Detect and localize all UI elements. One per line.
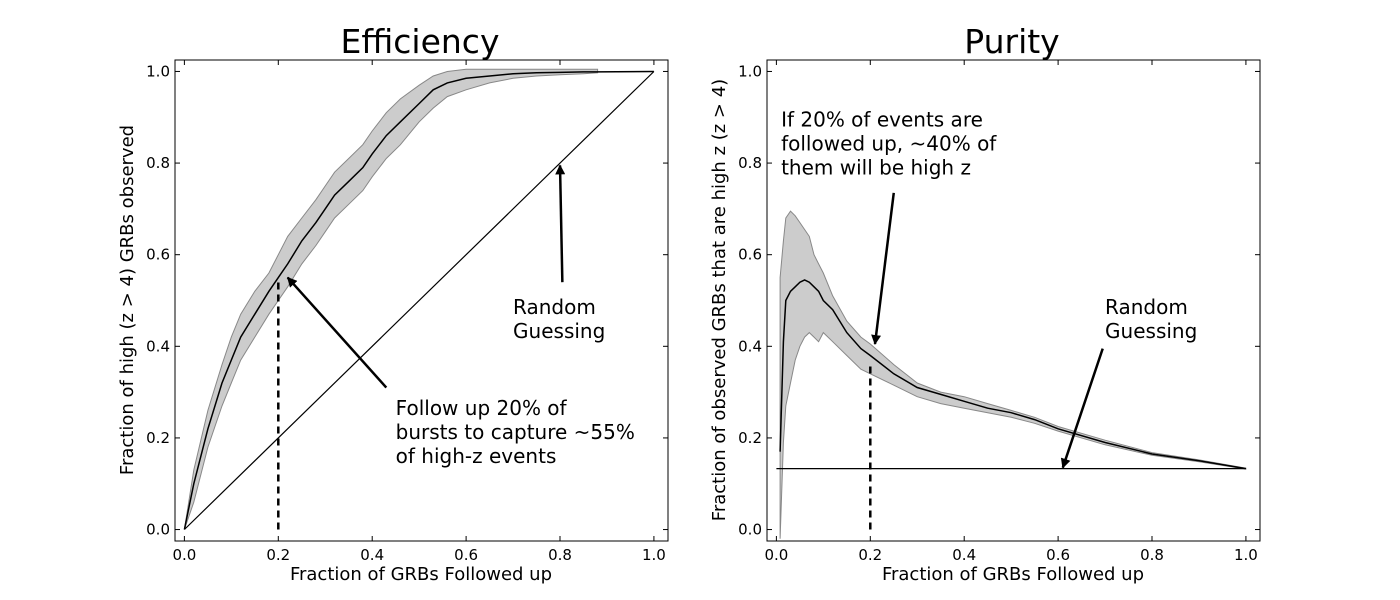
efficiency-annotation-text: Random Guessing [513, 295, 605, 343]
efficiency-y-tick-label: 0.2 [146, 429, 170, 447]
efficiency-confidence-band [183, 68, 599, 530]
purity-y-tick-label: 0.6 [738, 246, 762, 264]
purity-y-tick-label: 1.0 [738, 62, 762, 80]
efficiency-title: Efficiency [341, 22, 500, 61]
purity-y-tick-label: 0.0 [738, 521, 762, 539]
efficiency-x-tick-label: 0.4 [360, 546, 384, 564]
purity-confidence-band [779, 210, 1247, 539]
efficiency-y-tick-label: 0.0 [146, 521, 170, 539]
efficiency-y-axis-label: Fraction of high (z > 4) GRBs observed [117, 125, 138, 475]
purity-y-axis-label: Fraction of observed GRBs that are high … [709, 79, 730, 521]
efficiency-plot-area [183, 68, 655, 530]
efficiency-panel: Efficiency Fraction of GRBs Followed up … [117, 22, 669, 585]
efficiency-x-tick-label: 0.0 [172, 546, 196, 564]
purity-y-tick-label: 0.8 [738, 154, 762, 172]
efficiency-x-tick-label: 0.6 [454, 546, 478, 564]
efficiency-x-tick-label: 0.8 [548, 546, 572, 564]
purity-panel: Purity Fraction of GRBs Followed up Frac… [709, 22, 1261, 585]
efficiency-y-tick-label: 1.0 [146, 62, 170, 80]
purity-annotation-text: If 20% of events are followed up, ~40% of… [781, 107, 997, 179]
purity-x-tick-label: 1.0 [1234, 546, 1258, 564]
purity-y-tick-label: 0.4 [738, 337, 762, 355]
efficiency-y-tick-label: 0.4 [146, 337, 170, 355]
efficiency-x-tick-label: 1.0 [642, 546, 666, 564]
purity-title: Purity [964, 22, 1059, 61]
purity-annotation-arrow [1060, 348, 1104, 469]
purity-median-line [779, 279, 1247, 470]
purity-x-tick-label: 0.6 [1046, 546, 1070, 564]
purity-annotation: Random Guessing [1060, 295, 1197, 469]
purity-x-tick-label: 0.2 [858, 546, 882, 564]
purity-x-tick-label: 0.8 [1140, 546, 1164, 564]
efficiency-annotation-arrow [286, 276, 388, 389]
efficiency-annotation: Follow up 20% of bursts to capture ~55% of… [286, 276, 635, 468]
purity-annotation-arrow [871, 192, 896, 346]
efficiency-y-tick-label: 0.8 [146, 154, 170, 172]
efficiency-median-line [183, 70, 654, 530]
efficiency-axes-frame [174, 59, 669, 542]
efficiency-annotation-text: Follow up 20% of bursts to capture ~55% of… [396, 396, 635, 468]
efficiency-annotation-arrow [555, 164, 566, 283]
efficiency-random-guessing-line [183, 71, 655, 530]
purity-x-axis-label: Fraction of GRBs Followed up [882, 564, 1144, 585]
purity-plot-area [776, 210, 1247, 539]
efficiency-annotation: Random Guessing [513, 164, 605, 343]
purity-annotation: If 20% of events are followed up, ~40% of… [781, 107, 997, 346]
efficiency-y-tick-label: 0.6 [146, 246, 170, 264]
purity-y-tick-label: 0.2 [738, 429, 762, 447]
purity-axes-frame [766, 59, 1261, 542]
efficiency-x-axis-label: Fraction of GRBs Followed up [290, 564, 552, 585]
purity-x-tick-label: 0.0 [764, 546, 788, 564]
efficiency-x-tick-label: 0.2 [266, 546, 290, 564]
purity-x-tick-label: 0.4 [952, 546, 976, 564]
purity-annotation-text: Random Guessing [1105, 295, 1197, 343]
